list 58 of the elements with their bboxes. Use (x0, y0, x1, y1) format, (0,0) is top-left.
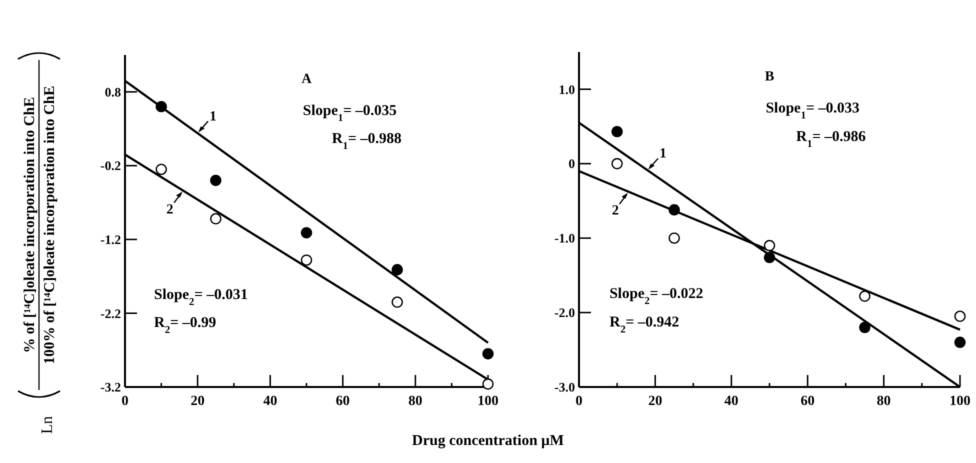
annotation: 1 (659, 146, 666, 162)
x-tick-label: 100 (950, 394, 970, 409)
x-tick-label: 80 (408, 394, 422, 409)
y-tick-label: -2.2 (100, 306, 121, 321)
point (954, 310, 966, 322)
annotation: 1 (210, 110, 216, 125)
point (482, 348, 494, 360)
text: % of [¹⁴C]oleate incorporation into ChE (22, 96, 38, 354)
annotation: Slope$_{1}$= –0.033 (766, 100, 860, 121)
point (156, 164, 167, 176)
point (764, 252, 776, 264)
x-axis-title: Drug concentration µM (412, 433, 564, 449)
x-tick-label: 20 (648, 394, 662, 409)
annotation: R$_{2}$= –0.99 (154, 315, 216, 336)
point (764, 240, 776, 252)
annotation: A (301, 72, 312, 88)
point (954, 336, 966, 348)
x-tick-label: 40 (724, 394, 738, 409)
point (300, 254, 312, 266)
y-axis-title: Ln (39, 416, 56, 434)
point (392, 296, 403, 308)
point (668, 232, 680, 244)
y-tick-label: 0 (568, 156, 575, 172)
y-tick-label: -3.2 (100, 380, 121, 395)
x-tick-label: 100 (478, 394, 498, 409)
y-tick-label: 1.0 (558, 82, 575, 97)
point (392, 264, 403, 276)
annotation: Slope$_{2}$= –0.022 (609, 286, 704, 307)
x-tick-label: 20 (190, 394, 205, 409)
y-tick-label: -1.0 (554, 230, 575, 246)
annotation: B (764, 69, 774, 84)
annotation: 2 (166, 202, 174, 218)
y-tick-label: 0.8 (104, 84, 122, 100)
point (668, 204, 680, 216)
point (210, 174, 222, 186)
point (611, 126, 623, 138)
y-tick-label: -2.0 (554, 305, 575, 320)
y-tick-label: -1.2 (100, 232, 121, 247)
point (611, 158, 623, 170)
text: 100% of [¹⁴C]oleate incorporation into ChE (42, 86, 58, 364)
annotation: R$_{2}$= –0.942 (609, 314, 680, 336)
annotation: R$_{1}$= –0.988 (332, 130, 402, 152)
point (210, 213, 222, 224)
x-tick-label: 60 (800, 394, 815, 409)
point (300, 227, 312, 238)
annotation: Slope$_{2}$= –0.031 (154, 287, 248, 308)
x-tick-label: 40 (263, 394, 278, 409)
annotation: Slope$_{1}$= –0.035 (302, 102, 397, 124)
point (482, 378, 494, 390)
point (859, 322, 870, 334)
x-tick-label: 80 (876, 394, 891, 409)
y-tick-label: -0.2 (100, 158, 121, 174)
point (156, 100, 167, 112)
annotation: R$_{1}$= –0.986 (796, 128, 866, 150)
y-tick-label: -3.0 (554, 380, 575, 395)
x-tick-label: 60 (336, 394, 350, 409)
point (859, 290, 870, 302)
annotation: 2 (612, 203, 619, 218)
